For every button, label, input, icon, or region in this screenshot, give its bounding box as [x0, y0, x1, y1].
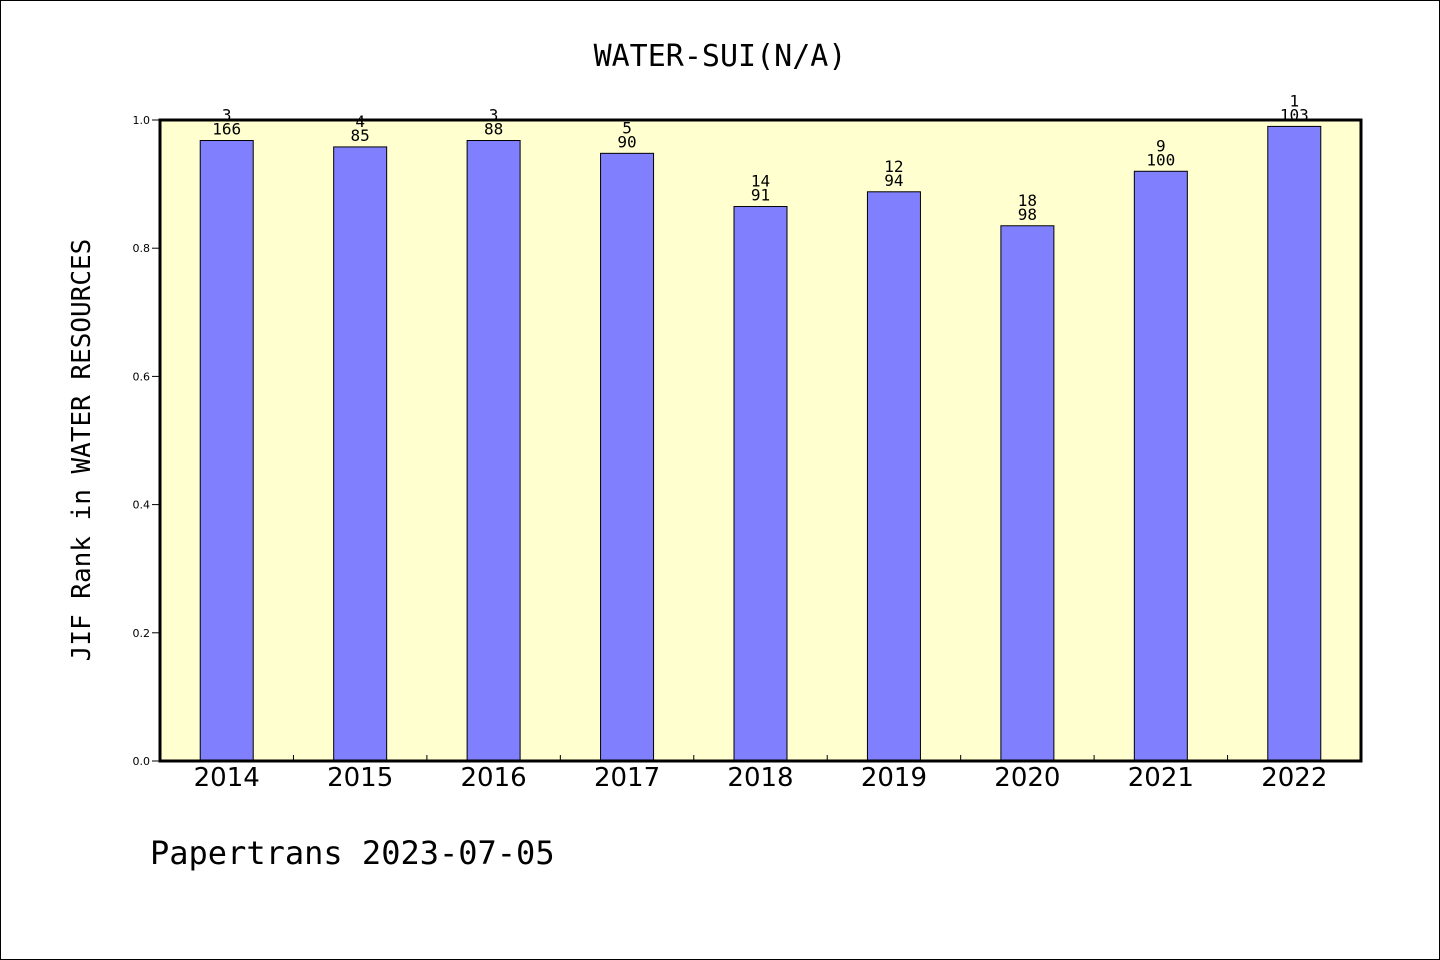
bar-total-label: 91 — [751, 186, 770, 205]
bar-rank-label: 18 — [1018, 191, 1037, 210]
bar-rank-label: 3 — [489, 106, 499, 125]
bar-rank-label: 14 — [751, 172, 770, 191]
bar-2020 — [1000, 225, 1055, 762]
x-tick-label: 2014 — [194, 763, 260, 793]
chart-title: WATER-SUI(N/A) — [594, 39, 847, 74]
x-tick-label: 2021 — [1128, 763, 1194, 793]
footer-text: Papertrans 2023-07-05 — [150, 834, 555, 872]
bar-2019 — [866, 191, 921, 762]
bar-total-label: 90 — [617, 132, 636, 151]
bar-2022 — [1267, 125, 1322, 762]
bar-rank-label: 9 — [1156, 136, 1166, 155]
y-axis: 0.0 0.2 0.4 0.6 0.8 1.0 — [133, 114, 160, 768]
x-tick-label: 2020 — [994, 763, 1060, 793]
y-tick-label: 0.0 — [133, 755, 151, 768]
bars-group — [199, 125, 1322, 762]
bar-rank-label: 5 — [622, 118, 632, 137]
y-tick-label: 0.8 — [133, 242, 151, 255]
x-tick-label: 2018 — [727, 763, 793, 793]
plot-border — [158, 118, 1363, 763]
x-tick-label: 2019 — [861, 763, 927, 793]
bar-total-label: 166 — [212, 120, 241, 139]
bar-total-label: 94 — [884, 171, 903, 190]
bar-2018 — [733, 206, 788, 762]
bar-2017 — [600, 152, 655, 762]
bar-rank-label: 1 — [1289, 91, 1299, 110]
bar-rank-label: 12 — [884, 157, 903, 176]
y-tick-label: 0.4 — [133, 499, 151, 512]
bar-total-label: 98 — [1018, 205, 1037, 224]
x-tick-label: 2022 — [1261, 763, 1327, 793]
x-tick-label: 2015 — [327, 763, 393, 793]
bar-total-label: 100 — [1146, 150, 1175, 169]
bar-2015 — [333, 146, 388, 762]
bar-2021 — [1133, 170, 1188, 762]
bar-total-label: 88 — [484, 120, 503, 139]
bar-total-label: 85 — [351, 126, 370, 145]
y-axis-label: JIF Rank in WATER RESOURCES — [67, 239, 97, 662]
bar-rank-label: 3 — [222, 106, 232, 125]
x-tick-label: 2016 — [461, 763, 527, 793]
bar-total-label: 103 — [1280, 105, 1309, 124]
x-tick-label: 2017 — [594, 763, 660, 793]
x-axis: 2014 2015 2016 2017 2018 2019 2020 2021 2022 — [194, 755, 1327, 793]
y-tick-label: 0.2 — [133, 627, 151, 640]
y-tick-label: 0.6 — [133, 370, 151, 383]
bar-2014 — [199, 140, 254, 762]
y-tick-label: 1.0 — [133, 114, 151, 127]
bar-2016 — [466, 140, 521, 762]
